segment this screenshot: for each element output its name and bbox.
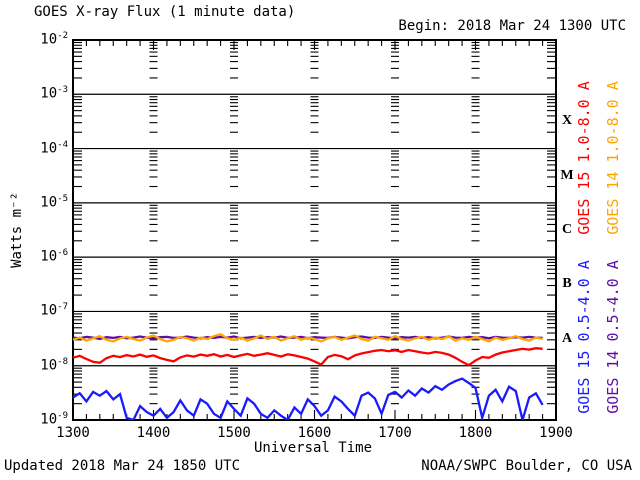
trace-goes15-0.5-4.0 (73, 377, 544, 420)
y-tick-label: 10-9 (40, 411, 68, 428)
y-tick-label: 10-6 (40, 248, 68, 265)
credit-label: NOAA/SWPC Boulder, CO USA (421, 458, 632, 474)
series-label: GOES 15 0.5-4.0 A (575, 260, 593, 414)
updated-timestamp: Updated 2018 Mar 24 1850 UTC (4, 458, 241, 474)
begin-time-label: Begin: 2018 Mar 24 1300 UTC (398, 18, 626, 34)
y-tick-label: 10-5 (40, 193, 68, 211)
x-tick-label: 1400 (136, 425, 171, 441)
y-tick-label: 10-4 (40, 139, 68, 157)
trace-goes14-1.0-8.0 (73, 332, 543, 343)
x-tick-label: 1500 (217, 425, 251, 441)
x-tick-label: 1600 (297, 425, 332, 441)
series-label: GOES 14 0.5-4.0 A (604, 260, 622, 414)
y-tick-label: 10-2 (40, 31, 68, 48)
trace-goes15-1.0-8.0 (73, 347, 543, 367)
chart-title: GOES X-ray Flux (1 minute data) (34, 4, 296, 20)
series-label: GOES 14 1.0-8.0 A (604, 81, 622, 235)
flare-class-label: A (561, 330, 573, 346)
flare-class-label: B (562, 276, 572, 292)
y-tick-label: 10-8 (40, 356, 68, 374)
flare-class-label: X (561, 113, 573, 129)
flare-class-label: C (561, 222, 573, 237)
x-axis-title: Universal Time (253, 440, 373, 456)
x-tick-label: 1700 (378, 425, 412, 441)
x-tick-label: 1300 (56, 425, 90, 441)
x-tick-label: 1900 (539, 425, 573, 441)
flare-class-label: M (560, 167, 574, 183)
y-tick-label: 10-3 (40, 85, 68, 102)
y-tick-label: 10-7 (40, 302, 68, 320)
x-tick-label: 1800 (458, 425, 493, 441)
series-label: GOES 15 1.0-8.0 A (575, 81, 593, 235)
